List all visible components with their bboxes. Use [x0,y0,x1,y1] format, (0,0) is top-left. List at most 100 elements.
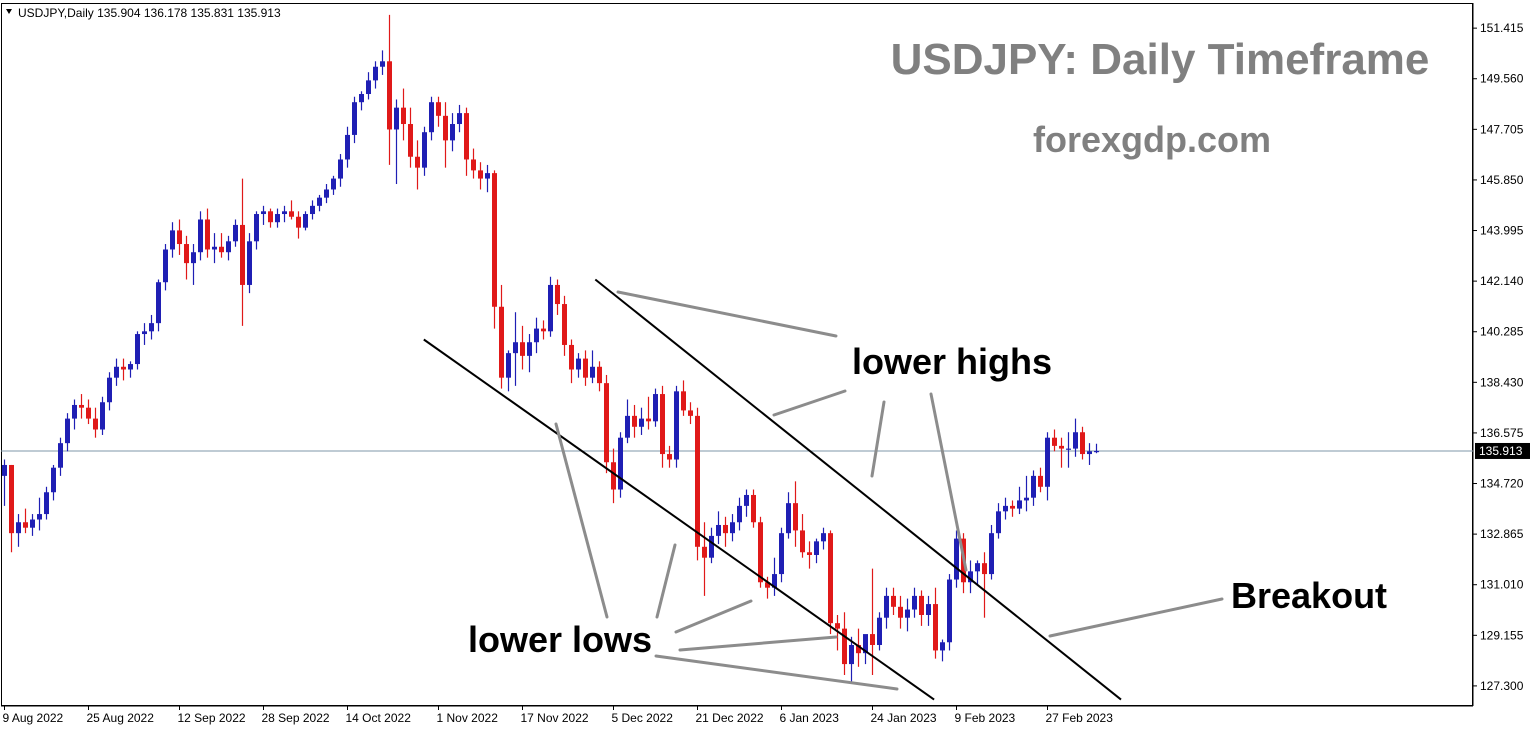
candle-bearish [79,394,84,419]
candle-body [632,415,637,427]
candle-bearish [478,162,483,190]
candle-body [79,404,84,408]
candle-body [170,230,175,250]
candle-bearish [401,88,406,141]
candle-body [1087,451,1092,455]
candle-bullish [37,497,42,531]
candle-bearish [982,552,987,618]
candle-body [1066,448,1071,450]
annotation-pointer-line [772,389,847,417]
candle-body [128,364,133,370]
candle-bearish [289,200,294,220]
annotation-pointer-line [1048,597,1224,638]
channel-lower-line [423,338,935,701]
candle-bearish [436,96,441,127]
candle-bullish [51,464,56,501]
candle-bullish [450,113,455,152]
candle-body [394,107,399,130]
candle-body [919,595,924,615]
candle-body [352,102,357,135]
annotation-pointer-line [674,599,753,634]
candle-body [828,533,833,624]
candle-bullish [135,331,140,370]
y-tick-label: 143.995 [1480,224,1524,238]
candle-body [184,244,189,264]
annotation-lower-lows: lower lows [468,619,652,660]
candle-bullish [709,527,714,564]
candle-bearish [751,489,756,528]
candle-bullish [198,211,203,261]
header-dropdown-icon[interactable] [6,9,12,14]
x-tick-label: 14 Oct 2022 [346,711,412,725]
candle-body [163,249,168,283]
candle-body [786,503,791,534]
candle-body [478,170,483,179]
candle-body [842,628,847,665]
candle-body [562,304,567,345]
candle-bullish [618,432,623,498]
candle-bearish [86,399,91,425]
candle-body [492,173,497,307]
x-tick-label: 6 Jan 2023 [780,711,840,725]
candle-bullish [226,235,231,261]
candle-bullish [373,61,378,89]
candle-bearish [828,530,833,635]
candle-body [912,595,917,610]
candle-bullish [912,587,917,618]
candle-bullish [394,99,399,185]
candle-bearish [688,402,693,425]
x-tick-label: 12 Sep 2022 [178,711,246,725]
x-tick-label: 5 Dec 2022 [612,711,674,725]
candle-bullish [142,323,147,345]
candle-bullish [254,211,259,250]
x-tick-label: 27 Feb 2023 [1046,711,1114,725]
candle-bullish [625,399,630,444]
candle-bearish [569,339,574,384]
candle-bullish [1066,432,1071,468]
candle-body [121,366,126,370]
candle-body [1017,500,1022,509]
candle-bearish [296,211,301,239]
candle-bearish [268,208,273,228]
candle-bearish [184,235,189,280]
y-tick-label: 151.415 [1480,21,1524,35]
candle-bearish [520,325,525,370]
candle-body [891,595,896,607]
candle-body [1024,497,1029,501]
candle-body [1052,437,1057,446]
channel-upper-line [594,278,1122,701]
candle-bearish [695,407,700,561]
x-tick-label: 9 Aug 2022 [3,711,64,725]
candle-body [499,306,504,378]
candle-body [989,533,994,575]
candle-bullish [779,527,784,583]
y-tick-label: 129.155 [1480,628,1524,642]
y-tick-label: 136.575 [1480,426,1524,440]
candle-bearish [408,107,413,168]
candle-body [93,418,98,430]
candle-bullish [947,574,952,651]
candle-body [471,159,476,171]
candle-body [982,563,987,575]
candle-bearish [1010,500,1015,517]
candle-bullish [716,511,721,545]
candle-bearish [443,102,448,168]
candle-bullish [261,205,266,225]
candle-bullish [191,244,196,285]
candle-bearish [464,107,469,176]
x-tick-label: 9 Feb 2023 [955,711,1016,725]
candle-bearish [793,481,798,547]
candle-bearish [219,233,224,258]
candle-bullish [744,489,749,517]
candle-bearish [23,508,28,534]
candle-bearish [387,14,392,165]
annotation-pointer-line [655,543,677,619]
candle-bullish [737,497,742,531]
candle-bearish [723,516,728,547]
candle-body [114,366,119,378]
candle-body [583,358,588,378]
candle-body [695,415,700,547]
y-tick-label: 149.560 [1480,72,1524,86]
candle-bullish [275,208,280,228]
candle-bullish [380,50,385,75]
